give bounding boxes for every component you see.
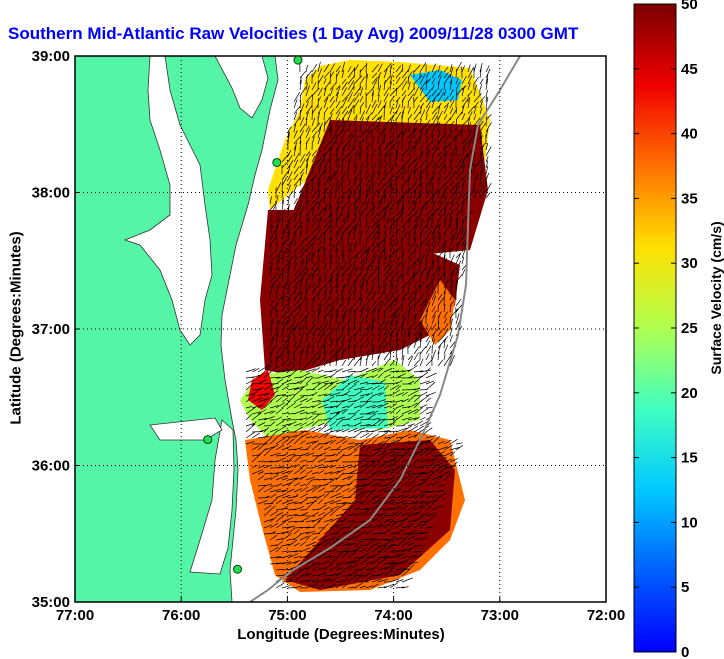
- colorbar-label: Surface Velocity (cm/s): [708, 221, 724, 375]
- arrow-strokes: [245, 60, 492, 589]
- x-tick-label: 73:00: [481, 607, 519, 624]
- colorbar-tick-label: 0: [681, 644, 689, 659]
- map-grid: [75, 56, 606, 602]
- map-title: Southern Mid-Atlantic Raw Velocities (1 …: [8, 24, 579, 43]
- radar-station-marker: [203, 435, 213, 445]
- delaware-bay: [214, 56, 269, 119]
- colorbar-tick-label: 40: [681, 126, 698, 143]
- radar-station-marker: [293, 55, 303, 65]
- y-axis-label: Latitude (Degrees:Minutes): [7, 231, 25, 425]
- radar-station-marker: [272, 157, 282, 167]
- axis-ticks: 77:00 76:00 75:00 74:00 73:00 72:00 35:00 36:00…: [32, 48, 626, 624]
- colorbar-tick-label: 25: [681, 320, 698, 337]
- colorbar-tick-label: 5: [681, 579, 689, 596]
- velocity-field: [240, 60, 490, 592]
- y-tick-label: 38:00: [32, 185, 70, 202]
- colorbar-tick-label: 30: [681, 255, 698, 272]
- x-tick-label: 77:00: [56, 607, 94, 624]
- x-tick-label: 76:00: [162, 607, 200, 624]
- colorbar-tick-label: 15: [681, 450, 698, 467]
- velocity-arrows: [245, 60, 492, 589]
- colorbar-tick-label: 10: [681, 514, 698, 531]
- x-axis-label: Longitude (Degrees:Minutes): [237, 626, 445, 643]
- chesapeake-bay: [123, 56, 213, 346]
- y-tick-label: 36:00: [32, 458, 70, 475]
- x-tick-label: 75:00: [268, 607, 306, 624]
- hf-radar-stations: [203, 55, 303, 574]
- shelf-contour: [249, 56, 521, 602]
- y-tick-label: 37:00: [32, 321, 70, 338]
- radar-station-marker: [232, 564, 242, 574]
- colorbar-tick-label: 20: [681, 385, 698, 402]
- colorbar: [633, 3, 677, 653]
- colorbar-tick-label: 45: [681, 61, 698, 78]
- y-tick-label: 35:00: [32, 594, 70, 611]
- x-tick-label: 72:00: [587, 607, 625, 624]
- colorbar-ticks: 0 5 10 15 20 25 30 35 40 45 50: [634, 0, 698, 659]
- y-tick-label: 39:00: [32, 48, 70, 65]
- pamlico-sound: [189, 419, 235, 575]
- albemarle-sound: [149, 417, 223, 441]
- colorbar-tick-label: 35: [681, 190, 698, 207]
- x-tick-label: 74:00: [374, 607, 412, 624]
- colorbar-tick-label: 50: [681, 0, 698, 13]
